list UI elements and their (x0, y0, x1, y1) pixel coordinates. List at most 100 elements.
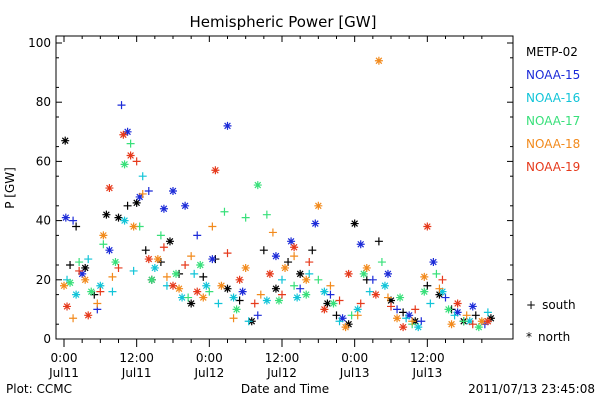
marker-legend: + south * north (526, 298, 576, 344)
south-point (72, 222, 81, 231)
north-point (217, 281, 226, 290)
south-point (383, 293, 392, 302)
north-point (420, 272, 429, 281)
south-point (214, 299, 223, 308)
north-point (87, 287, 96, 296)
series-noaa-16 (63, 172, 492, 332)
north-point (281, 263, 290, 272)
series-noaa-18 (60, 56, 486, 332)
north-point (320, 287, 329, 296)
south-point (229, 314, 238, 323)
north-point (199, 293, 208, 302)
y-tick-label: 80 (36, 95, 51, 109)
south-point (408, 317, 417, 326)
south-point (483, 308, 492, 317)
north-point (238, 287, 247, 296)
series-noaa-19 (63, 130, 492, 332)
y-axis: 0 20 40 60 80 100 (28, 36, 513, 346)
north-point (119, 130, 128, 139)
north-point (314, 201, 323, 210)
series-noaa-15 (61, 101, 489, 329)
north-point (241, 263, 250, 272)
north-point (344, 269, 353, 278)
north-point (393, 314, 402, 323)
north-point (438, 287, 447, 296)
marker-label: south (542, 298, 576, 312)
south-point (462, 311, 471, 320)
south-point (399, 308, 408, 317)
data-points (60, 56, 495, 332)
x-tick-date-label: Jul13 (339, 366, 370, 380)
north-point (290, 243, 299, 252)
south-point (117, 101, 126, 110)
south-point (374, 237, 383, 246)
south-point (305, 258, 314, 267)
north-point (302, 275, 311, 284)
south-point (365, 287, 374, 296)
north-point (420, 287, 429, 296)
south-point (259, 246, 268, 255)
south-point (181, 261, 190, 269)
north-point (66, 278, 75, 287)
south-point (199, 272, 208, 281)
south-point (220, 207, 229, 216)
south-point (417, 317, 426, 326)
marker-legend-item: * north (526, 330, 570, 344)
south-point (93, 299, 102, 308)
south-point (335, 317, 344, 326)
south-point (123, 201, 132, 210)
south-point (187, 252, 196, 261)
south-point (468, 320, 477, 329)
north-point (383, 269, 392, 278)
south-point (241, 213, 250, 222)
south-point (256, 290, 265, 299)
north-point (362, 263, 371, 272)
north-point (296, 269, 305, 278)
legend-item: NOAA-17 (526, 114, 580, 128)
x-tick-date-label: Jul13 (411, 366, 442, 380)
y-tick-label: 40 (36, 214, 51, 228)
plot-frame (55, 35, 514, 340)
south-point (126, 139, 135, 148)
south-point (138, 172, 147, 181)
north-point (165, 237, 174, 246)
north-point (293, 293, 302, 302)
north-point (159, 204, 168, 213)
north-point (350, 219, 359, 228)
north-point (253, 181, 262, 190)
north-point (232, 305, 241, 314)
north-point (423, 222, 432, 231)
south-point (284, 258, 293, 267)
north-point (196, 261, 205, 269)
south-point (190, 269, 199, 278)
south-point (450, 311, 459, 320)
north-point (323, 299, 332, 308)
north-point (287, 237, 296, 246)
south-point (244, 317, 253, 326)
south-point (332, 311, 341, 320)
south-point (262, 210, 271, 219)
legend-item: METP-02 (526, 45, 578, 59)
north-point (211, 166, 220, 175)
north-point (72, 290, 81, 299)
chart-title: Hemispheric Power [GW] (190, 13, 377, 31)
south-point (438, 275, 447, 284)
north-point (453, 308, 462, 317)
x-tick-time-label: 0:00 (51, 351, 78, 365)
north-point (320, 305, 329, 314)
south-point (326, 290, 335, 299)
north-point (229, 293, 238, 302)
north-point (129, 222, 138, 231)
south-point (96, 287, 105, 296)
south-point (141, 246, 150, 255)
south-point (290, 281, 299, 290)
north-point (202, 281, 211, 290)
north-point (126, 151, 135, 160)
north-point (396, 293, 405, 302)
north-point (175, 284, 184, 293)
north-point (208, 255, 217, 264)
marker-label: north (538, 330, 570, 344)
legend-item: NOAA-16 (526, 91, 580, 105)
north-point (338, 314, 347, 323)
